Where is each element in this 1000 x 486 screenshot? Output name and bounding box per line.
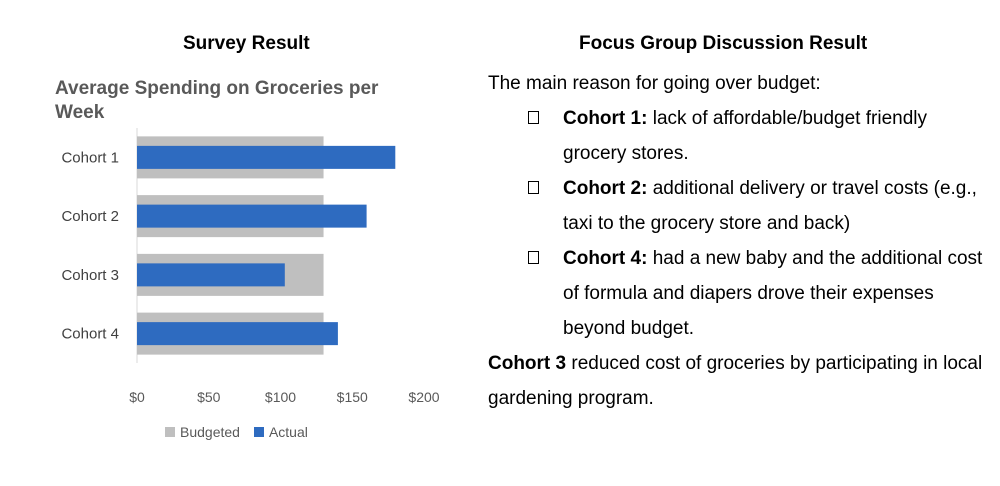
category-label: Cohort 3: [61, 267, 119, 284]
closing-cohort: Cohort 3: [488, 353, 567, 374]
focus-group-text: The main reason for going over budget: C…: [488, 66, 983, 416]
x-tick-label: $0: [129, 389, 145, 405]
bar-actual: [137, 263, 285, 287]
category-label: Cohort 1: [61, 149, 119, 166]
chart-legend: Budgeted Actual: [165, 424, 322, 440]
checkbox-bullet-icon: [528, 181, 539, 194]
chart-title: Average Spending on Groceries per Week: [55, 78, 379, 123]
legend-swatch-budgeted: [165, 427, 175, 437]
checkbox-bullet-icon: [528, 251, 539, 264]
checkbox-bullet-icon: [528, 111, 539, 124]
cohort-label: Cohort 4:: [563, 248, 648, 269]
bar-actual: [137, 322, 338, 346]
reason-text: had a new baby and the additional cost o…: [563, 248, 983, 339]
bar-actual: [137, 145, 396, 169]
legend-label-budgeted: Budgeted: [180, 424, 240, 440]
reason-text: additional delivery or travel costs (e.g…: [563, 178, 977, 234]
reason-text: lack of affordable/budget friendly groce…: [563, 108, 927, 164]
closing-rest: reduced cost of groceries by participati…: [488, 353, 983, 409]
legend-item-actual: Actual: [253, 424, 308, 440]
cohort-label: Cohort 1:: [563, 108, 648, 129]
survey-result-heading: Survey Result: [183, 33, 310, 54]
legend-label-actual: Actual: [268, 424, 308, 440]
legend-item-budgeted: Budgeted: [165, 424, 240, 440]
list-item: Cohort 1: lack of affordable/budget frie…: [488, 101, 983, 171]
cohort-label: Cohort 2:: [563, 178, 648, 199]
reasons-list: Cohort 1: lack of affordable/budget frie…: [488, 101, 983, 346]
list-item: Cohort 4: had a new baby and the additio…: [488, 241, 983, 346]
category-label: Cohort 4: [61, 326, 119, 343]
bar-chart: Cohort 1 Cohort 2 Cohort 3 Cohort 4 $0 $50 $10…: [61, 128, 440, 405]
category-label: Cohort 2: [61, 208, 119, 225]
focus-group-heading: Focus Group Discussion Result: [579, 33, 868, 54]
x-tick-label: $100: [265, 389, 296, 405]
list-item: Cohort 2: additional delivery or travel …: [488, 171, 983, 241]
x-tick-label: $200: [408, 389, 439, 405]
x-tick-label: $50: [197, 389, 221, 405]
bar-actual: [137, 204, 367, 228]
x-tick-label: $150: [337, 389, 368, 405]
intro-text: The main reason for going over budget:: [488, 73, 821, 94]
legend-swatch-actual: [253, 427, 264, 437]
closing-text: Cohort 3 reduced cost of groceries by pa…: [488, 346, 983, 416]
